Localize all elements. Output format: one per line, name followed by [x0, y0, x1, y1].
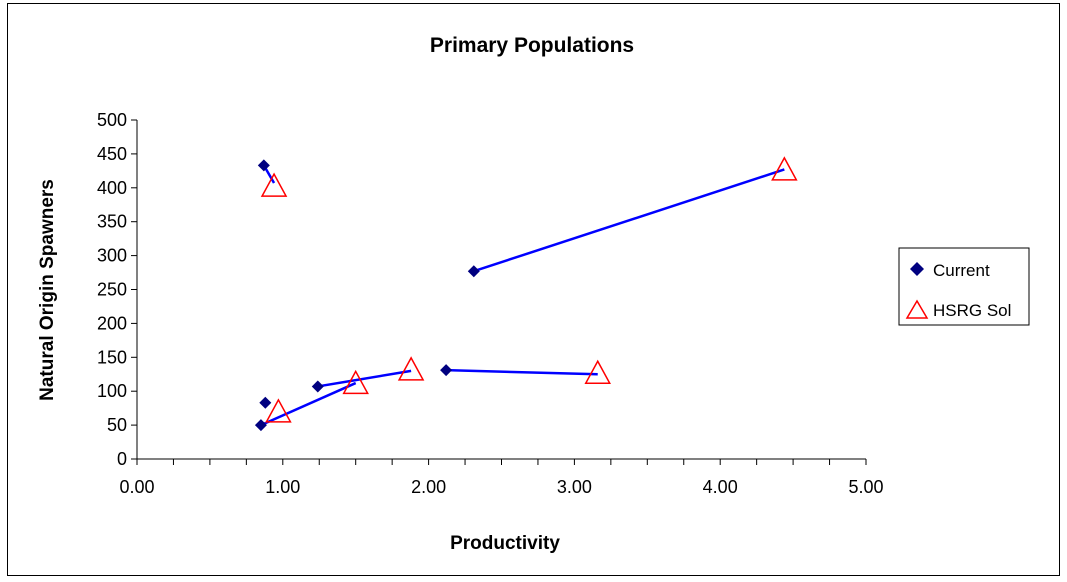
connector-line: [473, 168, 785, 273]
legend-hsrg-marker: [905, 299, 929, 319]
hsrg-point: [342, 369, 369, 395]
hsrg-point: [771, 156, 798, 181]
chart-frame: [7, 3, 1060, 576]
y-tick-label: 350: [97, 212, 127, 232]
connector-lines: [260, 164, 785, 427]
connector-line: [317, 369, 412, 388]
y-tick-label: 500: [97, 110, 127, 130]
x-tick-label: 4.00: [703, 477, 738, 497]
y-tick-label: 200: [97, 313, 127, 333]
y-tick-label: 150: [97, 347, 127, 367]
current-point: [311, 380, 324, 393]
y-tick-label: 50: [107, 415, 127, 435]
x-tick-label: 1.00: [265, 477, 300, 497]
y-tick-label: 100: [97, 381, 127, 401]
legend-hsrg-label: HSRG Sol: [933, 301, 1011, 320]
hsrg-point: [584, 359, 611, 384]
y-tick-label: 400: [97, 178, 127, 198]
x-tick-label: 2.00: [411, 477, 446, 497]
y-tick-label: 450: [97, 144, 127, 164]
y-axis-label: Natural Origin Spawners: [37, 179, 58, 401]
hsrg-point: [397, 356, 425, 381]
current-point: [440, 364, 453, 377]
connector-line: [260, 381, 357, 427]
current-point: [257, 159, 270, 172]
chart-title: Primary Populations: [430, 34, 634, 57]
data-markers: [254, 156, 798, 432]
legend-current-marker: [910, 262, 924, 276]
connector-line: [446, 368, 598, 376]
x-tick-label: 5.00: [848, 477, 883, 497]
y-tick-label: 300: [97, 246, 127, 266]
y-tick-label: 250: [97, 280, 127, 300]
current-point: [467, 265, 480, 278]
current-point: [254, 419, 267, 432]
x-axis-label: Productivity: [450, 533, 560, 554]
legend: Current HSRG Sol: [898, 247, 1030, 326]
current-point: [259, 396, 272, 409]
x-tick-label: 0.00: [119, 477, 154, 497]
hsrg-point: [265, 398, 292, 423]
legend-box: [898, 247, 1030, 326]
axes: 0 50 100 150 200 250 300 350 400 450 500 0.00 1.00 2.…: [97, 110, 884, 497]
legend-current-label: Current: [933, 261, 990, 280]
hsrg-point: [260, 172, 288, 197]
y-tick-label: 0: [117, 449, 127, 469]
x-tick-label: 3.00: [557, 477, 592, 497]
